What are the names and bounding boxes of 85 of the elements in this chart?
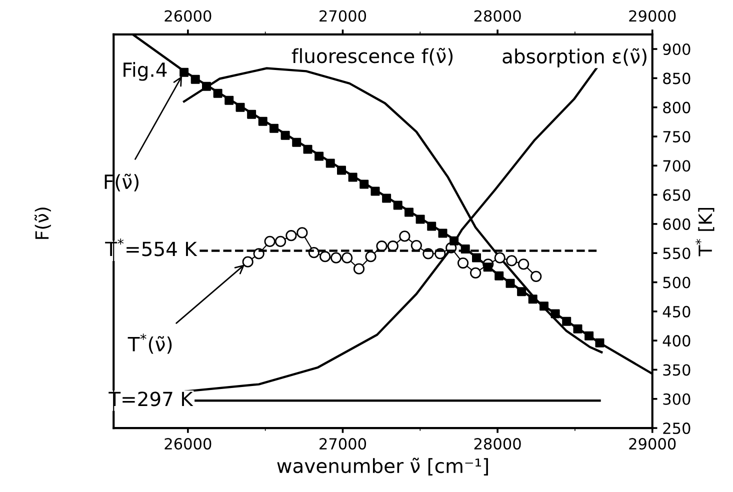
y-tick-label: 700: [663, 160, 690, 172]
y-tick-label: 450: [662, 306, 690, 318]
y-tick-label: 600: [663, 218, 690, 230]
x-tick-label: 26000: [164, 438, 212, 450]
point: [584, 331, 594, 340]
point: [470, 267, 482, 278]
point: [550, 309, 560, 318]
y-tick-label: 250: [663, 422, 690, 434]
point: [393, 200, 402, 210]
point: [517, 287, 526, 296]
point: [506, 278, 515, 288]
point: [292, 138, 302, 147]
point: [506, 255, 518, 266]
point: [528, 294, 538, 304]
point: [410, 240, 422, 252]
y-tick-label: 650: [663, 189, 690, 201]
point: [427, 222, 436, 231]
point: [370, 186, 380, 196]
y-tick-label: 900: [663, 43, 690, 56]
point: [365, 251, 376, 262]
point: [483, 262, 492, 272]
x-tick-label: 27000: [320, 438, 366, 450]
point: [190, 74, 200, 84]
point: [320, 251, 331, 262]
point: [404, 208, 414, 217]
point: [573, 324, 582, 334]
y-tick-label: 300: [663, 393, 690, 405]
point: [348, 172, 358, 182]
point: [494, 271, 504, 280]
x-tick-label: 28000: [474, 438, 521, 450]
annotation: absorption ε(ν̃): [502, 48, 646, 68]
x2-tick-label: 28000: [474, 10, 521, 22]
y-tick-label: 500: [663, 276, 690, 288]
point: [460, 244, 470, 254]
point: [399, 230, 410, 242]
point: [450, 236, 459, 246]
point: [314, 152, 324, 161]
point: [562, 316, 572, 326]
point: [330, 252, 342, 264]
point: [264, 236, 276, 247]
text: F(ν̃): [34, 208, 51, 239]
point: [438, 228, 448, 238]
point: [337, 166, 346, 175]
annotation: T$^{*}$(ν̃): [128, 334, 172, 354]
point: [224, 96, 234, 105]
y-tick-label: 850: [663, 72, 690, 84]
point: [326, 158, 335, 168]
x-axis-title: wavenumber ν̃ [cm⁻¹]: [277, 458, 488, 476]
point: [457, 257, 469, 269]
point: [530, 270, 542, 282]
annotation: Fig.4: [124, 62, 167, 81]
point: [213, 88, 222, 98]
point: [202, 82, 212, 91]
y-tick-label: 750: [663, 130, 690, 143]
y-axis-title: T$^{*}$ [K]: [696, 208, 714, 256]
point: [416, 214, 425, 224]
x-tick-label: 29000: [629, 438, 676, 450]
y-tick-label: 400: [662, 335, 690, 347]
point: [472, 253, 481, 262]
point: [382, 194, 392, 203]
point: [342, 252, 353, 264]
point: [258, 116, 268, 126]
y-tick-label: 800: [663, 102, 690, 114]
x2-tick-label: 29000: [629, 10, 676, 22]
point: [360, 180, 369, 189]
point: [286, 230, 297, 242]
point: [303, 144, 312, 154]
point: [494, 252, 506, 264]
point: [274, 236, 286, 247]
point: [595, 338, 604, 348]
point: [180, 68, 189, 77]
y-tick-label: 350: [663, 364, 690, 376]
point: [236, 102, 245, 112]
point: [296, 227, 308, 238]
annotation: fluorescence f(ν̃): [292, 48, 453, 66]
point: [518, 258, 530, 270]
y-tick-label: 550: [663, 248, 690, 260]
point: [280, 130, 290, 140]
point: [353, 263, 365, 274]
point: [242, 256, 254, 268]
x2-tick-label: 26000: [164, 10, 212, 22]
point: [540, 302, 548, 311]
x2-tick-label: 27000: [320, 10, 366, 22]
point: [247, 110, 256, 119]
point: [270, 124, 278, 133]
